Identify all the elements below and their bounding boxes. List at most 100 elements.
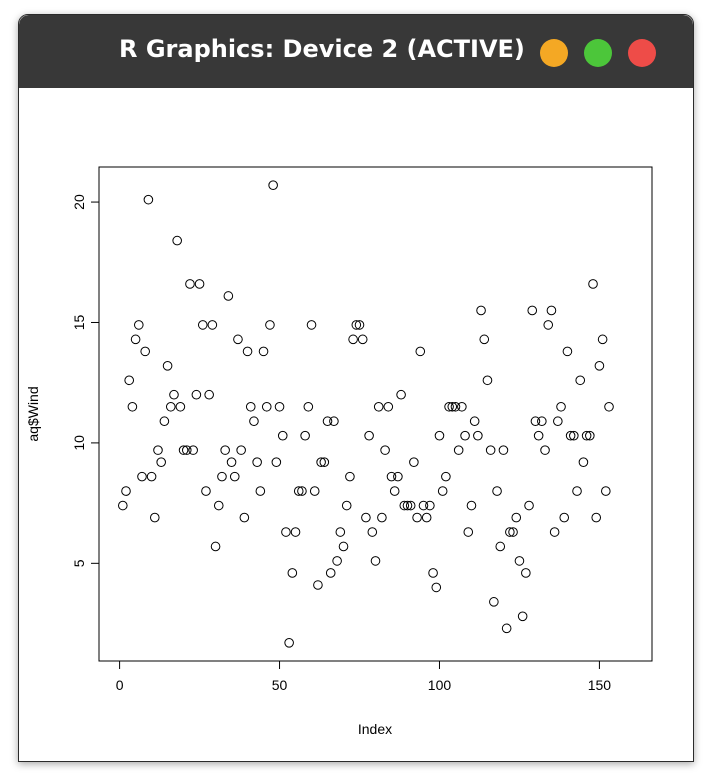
data-point	[505, 527, 515, 537]
data-point	[517, 611, 528, 622]
y-tick-label: 10	[71, 435, 87, 451]
data-point	[559, 512, 570, 523]
data-point	[226, 457, 237, 467]
close-button[interactable]	[628, 39, 656, 67]
data-point	[428, 568, 438, 578]
data-point	[473, 430, 483, 441]
data-point	[194, 279, 205, 289]
data-point	[303, 401, 314, 412]
data-point	[284, 638, 294, 648]
data-point	[373, 401, 384, 412]
data-point	[361, 512, 371, 523]
data-point	[479, 334, 490, 345]
data-point	[476, 305, 486, 316]
minimize-button[interactable]	[540, 39, 568, 67]
data-point	[431, 582, 442, 593]
data-point	[537, 416, 547, 427]
data-point	[460, 430, 470, 441]
data-point	[329, 416, 339, 427]
data-point	[604, 401, 614, 412]
data-point	[204, 389, 214, 400]
data-point	[133, 320, 144, 330]
maximize-button[interactable]	[584, 39, 612, 67]
data-point	[469, 416, 480, 427]
data-point	[447, 401, 458, 412]
data-point	[322, 416, 333, 427]
data-point	[313, 580, 323, 590]
data-point	[236, 445, 246, 455]
data-point	[338, 541, 349, 552]
data-point	[172, 235, 182, 246]
data-point	[153, 445, 163, 455]
title-bar[interactable]: R Graphics: Device 2 (ACTIVE)	[19, 15, 693, 88]
data-point	[188, 445, 198, 455]
x-tick-label: 150	[588, 677, 612, 693]
data-point	[287, 568, 298, 578]
data-point	[325, 568, 336, 578]
data-point	[309, 486, 320, 496]
data-point	[274, 401, 285, 412]
data-point	[533, 430, 544, 441]
data-point	[489, 597, 499, 607]
data-point	[149, 512, 160, 523]
data-point	[549, 527, 560, 537]
data-point	[425, 500, 435, 511]
data-point	[409, 457, 419, 467]
data-point	[492, 486, 502, 496]
data-point	[402, 500, 413, 511]
data-point	[245, 401, 256, 412]
data-point	[223, 291, 234, 301]
data-points	[117, 180, 614, 648]
data-point	[121, 486, 131, 496]
data-point	[169, 389, 179, 400]
data-point	[290, 527, 301, 537]
data-point	[444, 401, 454, 412]
data-point	[540, 445, 550, 455]
data-point	[255, 486, 266, 496]
data-point	[281, 527, 291, 537]
data-point	[485, 445, 496, 455]
data-point	[450, 401, 461, 412]
data-point	[441, 471, 451, 482]
r-graphics-window: R Graphics: Device 2 (ACTIVE) 0 50 100 150 …	[18, 14, 694, 762]
data-point	[412, 512, 422, 523]
data-point	[293, 486, 304, 496]
data-point	[127, 401, 138, 412]
data-point	[569, 430, 579, 441]
data-point	[367, 527, 378, 537]
data-point	[514, 556, 525, 566]
data-point	[210, 541, 221, 552]
data-point	[585, 430, 595, 441]
y-tick-label: 20	[71, 194, 87, 210]
data-point	[146, 471, 157, 482]
data-point	[562, 346, 573, 357]
data-point	[178, 445, 189, 455]
data-point	[277, 430, 288, 441]
data-point	[348, 334, 358, 345]
data-point	[306, 320, 317, 330]
data-point	[546, 305, 557, 316]
data-point	[181, 445, 192, 455]
x-tick-label: 100	[428, 677, 452, 693]
data-point	[341, 500, 352, 511]
data-point	[482, 375, 493, 386]
data-point	[594, 361, 605, 371]
data-point	[357, 334, 368, 345]
data-point	[578, 457, 589, 467]
y-axis-label: aq$Wind	[25, 386, 41, 441]
data-point	[565, 430, 576, 441]
data-point	[159, 416, 170, 427]
x-tick-label: 0	[116, 677, 124, 693]
data-point	[463, 527, 474, 537]
data-point	[335, 527, 346, 537]
data-point	[345, 471, 355, 482]
data-point	[380, 445, 390, 455]
plot-area: 0 50 100 150 5 10 15 20 Index aq$Wind	[19, 88, 693, 761]
data-point	[457, 401, 467, 412]
data-point	[162, 361, 173, 371]
data-point	[143, 194, 154, 205]
data-point	[377, 512, 387, 523]
data-point	[130, 334, 141, 345]
data-point	[415, 346, 426, 357]
data-point	[434, 430, 445, 441]
